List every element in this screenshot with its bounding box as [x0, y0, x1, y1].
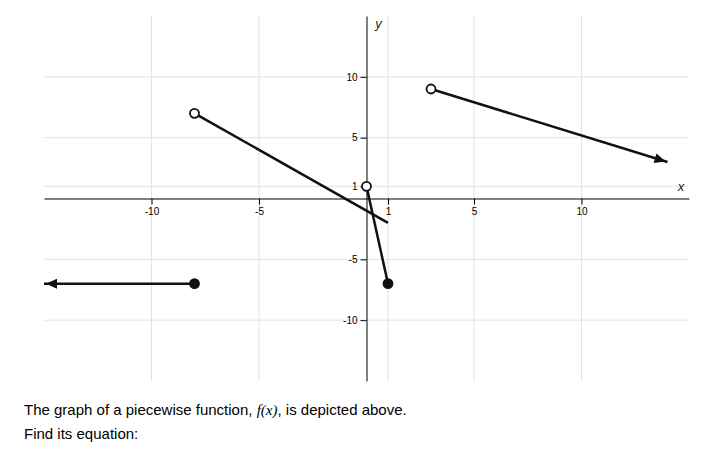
x-tick-label: -10	[145, 206, 160, 217]
x-tick: 10	[576, 199, 588, 217]
y-tick: -5	[349, 254, 367, 265]
x-tick-label: -5	[255, 206, 264, 217]
y-tick-mark	[361, 259, 367, 260]
chart: -10 -5 1 5 10 -10 -5 1 5 10 x y The graph of a piece…	[0, 0, 713, 451]
caption-text: The graph of a piecewise function,	[24, 401, 257, 418]
y-tick: 10	[346, 72, 366, 83]
grid	[44, 16, 689, 381]
segment	[431, 89, 668, 162]
x-tick-mark	[152, 199, 153, 205]
caption: The graph of a piecewise function, f(x),…	[24, 401, 407, 419]
y-tick-mark	[361, 138, 367, 139]
x-tick-mark	[474, 199, 475, 205]
open-point	[190, 109, 199, 118]
y-tick-mark	[361, 320, 367, 321]
open-point	[427, 85, 436, 94]
y-tick: -10	[343, 315, 366, 326]
x-tick-label: 10	[576, 206, 588, 217]
y-tick-label: -10	[343, 315, 358, 326]
segment	[44, 282, 195, 285]
caption-text: , is depicted above.	[277, 401, 406, 418]
arrow-head	[46, 279, 57, 289]
x-tick-label: 1	[386, 206, 392, 217]
x-tick: -5	[255, 199, 264, 217]
open-point	[362, 182, 371, 191]
caption-question: Find its equation:	[24, 425, 138, 442]
x-tick: 1	[386, 199, 392, 217]
x-tick-mark	[388, 199, 389, 205]
plot: -10 -5 1 5 10 -10 -5 1 5 10 x y	[44, 16, 690, 382]
y-tick: 5	[352, 132, 367, 143]
x-tick: 5	[472, 199, 478, 217]
segment	[195, 113, 389, 222]
y-tick-label: 10	[346, 72, 358, 83]
y-tick-label: -5	[349, 254, 358, 265]
segment	[367, 186, 389, 283]
filled-point	[190, 279, 199, 288]
x-tick-mark	[259, 199, 260, 205]
caption-function: f(x)	[257, 402, 278, 419]
x-tick: -10	[145, 199, 160, 217]
y-axis-title: y	[374, 16, 383, 31]
arrow-head	[654, 153, 666, 163]
x-tick-mark	[582, 199, 583, 205]
y-tick-mark	[361, 77, 367, 78]
filled-point	[384, 279, 393, 288]
y-tick-label: 1	[352, 181, 358, 192]
x-axis-title: x	[677, 179, 685, 194]
x-tick-label: 5	[472, 206, 478, 217]
marks	[44, 85, 668, 289]
y-axis-line	[367, 17, 368, 382]
y-tick-label: 5	[352, 132, 358, 143]
